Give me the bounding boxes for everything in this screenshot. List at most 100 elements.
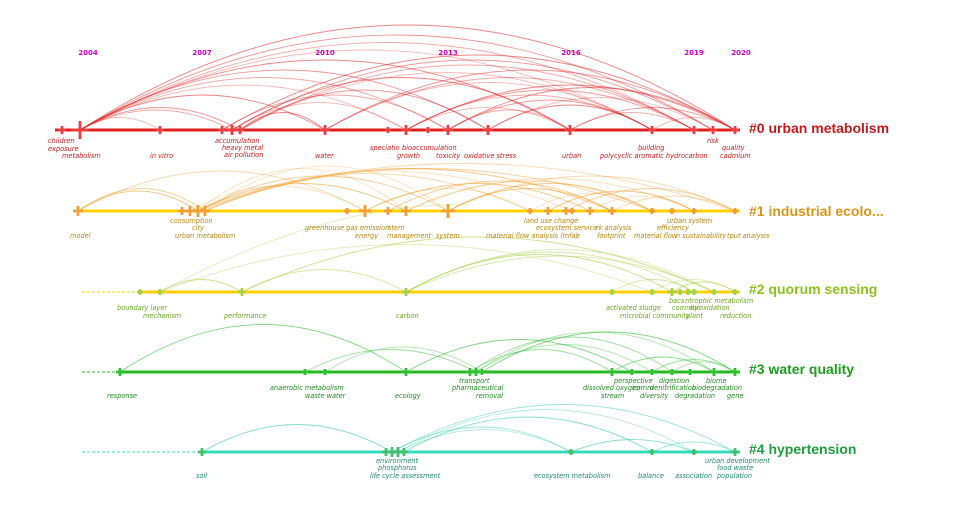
citation-arc — [569, 112, 695, 131]
keyword-node[interactable] — [710, 368, 718, 376]
cluster-0-label[interactable]: #0 urban metabolism — [749, 120, 889, 136]
keyword-node[interactable] — [425, 127, 431, 133]
keyword-node[interactable] — [691, 449, 697, 455]
keyword-node[interactable] — [687, 369, 693, 375]
keyword-node[interactable] — [393, 447, 403, 457]
keyword-node[interactable] — [466, 368, 474, 376]
keyword-label: activated sludge — [606, 304, 661, 312]
keyword-node[interactable] — [227, 125, 237, 135]
keyword-node[interactable] — [569, 208, 575, 214]
keyword-node[interactable] — [731, 448, 739, 456]
keyword-node[interactable] — [685, 289, 691, 295]
keyword-node[interactable] — [385, 127, 391, 133]
keyword-node[interactable] — [137, 289, 143, 295]
keyword-node[interactable] — [402, 288, 410, 296]
keyword-node[interactable] — [200, 206, 210, 216]
citation-arc — [475, 344, 653, 373]
keyword-node[interactable] — [344, 208, 350, 214]
keyword-node[interactable] — [648, 126, 656, 134]
keyword-node[interactable] — [185, 206, 195, 216]
keyword-node[interactable] — [401, 125, 411, 135]
keyword-node[interactable] — [691, 289, 697, 295]
cluster-1: #1 industrial ecolo... model consumption… — [70, 203, 884, 240]
keyword-node[interactable] — [322, 369, 328, 375]
citation-arc — [79, 109, 233, 131]
cluster-2-label[interactable]: #2 quorum sensing — [749, 281, 877, 297]
keyword-node[interactable] — [565, 125, 575, 135]
keyword-node[interactable] — [400, 448, 408, 456]
citation-arc — [391, 404, 736, 453]
keyword-node[interactable] — [568, 449, 574, 455]
keyword-node[interactable] — [544, 207, 552, 215]
keyword-node[interactable] — [677, 289, 683, 295]
cluster-3: #3 water quality response anaerobic meta… — [82, 361, 854, 400]
keyword-node[interactable] — [668, 288, 676, 296]
keyword-node[interactable] — [401, 206, 411, 216]
keyword-node[interactable] — [441, 204, 455, 218]
keyword-node[interactable] — [690, 126, 698, 134]
citation-arc — [570, 439, 695, 453]
citation-arc — [241, 269, 407, 293]
keyword-node[interactable] — [402, 368, 410, 376]
keyword-label: heavy metal — [222, 144, 263, 152]
keyword-node[interactable] — [156, 126, 164, 134]
keyword-node[interactable] — [649, 208, 655, 214]
keyword-node[interactable] — [731, 368, 739, 376]
keyword-node[interactable] — [649, 289, 655, 295]
keyword-label: population — [716, 472, 752, 480]
keyword-node[interactable] — [178, 207, 186, 215]
citation-arc — [201, 424, 393, 453]
keyword-node[interactable] — [73, 206, 83, 216]
keyword-label: footprint — [597, 232, 626, 240]
keyword-node[interactable] — [359, 205, 371, 217]
keyword-node[interactable] — [711, 289, 717, 295]
keyword-label: e — [576, 232, 580, 240]
keyword-node[interactable] — [649, 369, 655, 375]
keyword-node[interactable] — [629, 369, 635, 375]
keyword-node[interactable] — [302, 369, 308, 375]
citation-arc — [79, 94, 326, 131]
keyword-node[interactable] — [157, 289, 163, 295]
keyword-node[interactable] — [236, 126, 244, 134]
keyword-node[interactable] — [198, 448, 206, 456]
keyword-node[interactable] — [731, 126, 739, 134]
keyword-node[interactable] — [732, 208, 738, 214]
keyword-node[interactable] — [472, 368, 480, 376]
keyword-node[interactable] — [691, 208, 697, 214]
cluster-1-label[interactable]: #1 industrial ecolo... — [749, 203, 884, 219]
keyword-node[interactable] — [669, 369, 675, 375]
keyword-node[interactable] — [387, 447, 397, 457]
keyword-node[interactable] — [479, 369, 485, 375]
citation-arc — [239, 112, 326, 131]
keyword-label: life cycle assessment — [370, 472, 441, 480]
keyword-node[interactable] — [116, 368, 124, 376]
citation-arc — [324, 69, 736, 131]
citation-arc — [79, 77, 449, 131]
keyword-node[interactable] — [71, 121, 89, 139]
keyword-node[interactable] — [238, 288, 246, 296]
keyword-node[interactable] — [608, 368, 616, 376]
keyword-node[interactable] — [709, 126, 717, 134]
keyword-node[interactable] — [732, 289, 738, 295]
keyword-node[interactable] — [527, 208, 533, 214]
keyword-node[interactable] — [483, 125, 493, 135]
keyword-node[interactable] — [320, 125, 330, 135]
keyword-node[interactable] — [586, 207, 594, 215]
keyword-node[interactable] — [382, 448, 390, 456]
cluster-3-label[interactable]: #3 water quality — [749, 361, 854, 377]
citation-arc — [391, 426, 572, 453]
citation-arc — [197, 168, 653, 212]
keyword-node[interactable] — [562, 207, 570, 215]
keyword-node[interactable] — [443, 125, 453, 135]
citation-arc — [221, 94, 449, 131]
keyword-node[interactable] — [218, 126, 226, 134]
keyword-node[interactable] — [649, 449, 655, 455]
keyword-node[interactable] — [192, 205, 204, 217]
keyword-node[interactable] — [384, 207, 392, 215]
keyword-node[interactable] — [608, 207, 616, 215]
keyword-node[interactable] — [669, 208, 675, 214]
keyword-label: exposure — [48, 145, 79, 153]
keyword-node[interactable] — [609, 289, 615, 295]
keyword-node[interactable] — [58, 126, 66, 134]
cluster-4-label[interactable]: #4 hypertension — [749, 441, 856, 457]
